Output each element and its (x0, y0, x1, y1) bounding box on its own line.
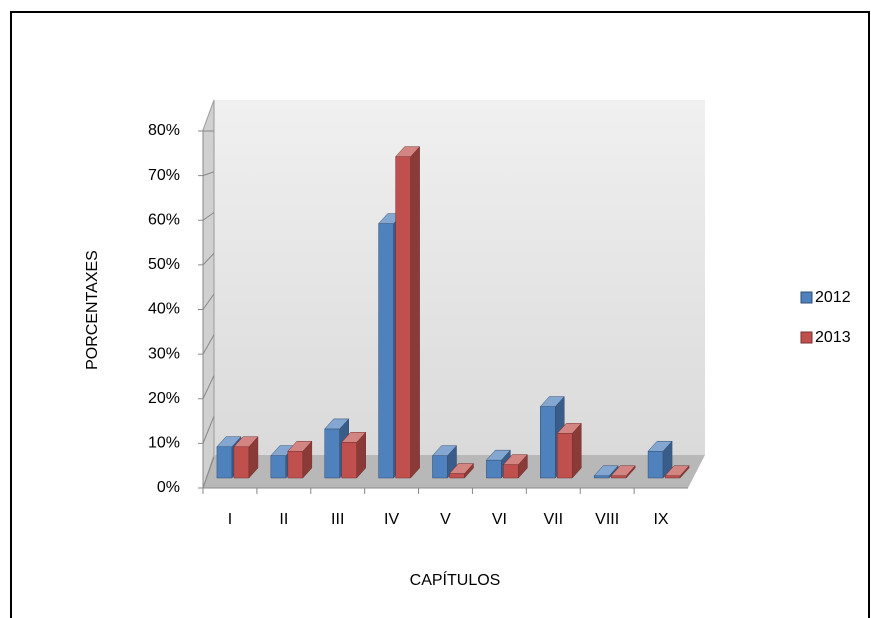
bar-face (540, 406, 556, 479)
y-tick-label: 30% (148, 345, 180, 362)
grid-line (202, 293, 215, 310)
x-tick-label: I (228, 511, 232, 528)
grid-line (202, 416, 215, 444)
bar (610, 465, 636, 479)
bar-face (287, 440, 313, 452)
bar-face (233, 436, 259, 448)
bar-face (216, 436, 242, 448)
x-axis-title: CAPÍTULOS (410, 570, 501, 589)
x-tick-label: II (279, 511, 288, 528)
y-tick-label: 0% (157, 479, 180, 496)
bar-face (324, 418, 350, 430)
bar-face (216, 446, 233, 479)
legend-swatch (800, 291, 813, 304)
bar-face (647, 450, 664, 479)
bar-face (378, 223, 394, 479)
bar (448, 462, 475, 479)
bar-face (647, 440, 673, 452)
bar-face (449, 473, 465, 479)
bar-face (593, 475, 610, 479)
bar-face (270, 455, 287, 479)
bar-face (664, 475, 681, 479)
grid-line (202, 171, 215, 177)
bar (341, 431, 367, 479)
bar-face (341, 442, 357, 479)
bar-face (448, 463, 475, 474)
bar-face (431, 445, 458, 456)
bar-face (610, 465, 636, 477)
bar-face (556, 423, 582, 434)
bar-face (324, 428, 340, 479)
y-tick-label: 60% (148, 211, 180, 228)
bar-face (502, 454, 528, 465)
x-tick-label: VII (543, 511, 563, 528)
bar-face (664, 465, 690, 477)
x-tick-label: V (440, 511, 451, 528)
x-tick-label: III (331, 511, 344, 528)
legend-swatch (800, 331, 813, 344)
grid-line (202, 375, 215, 399)
y-tick-label: 80% (148, 122, 180, 139)
bar (647, 440, 673, 479)
bar (502, 453, 528, 479)
bar-face (287, 450, 304, 479)
y-tick-label: 20% (148, 390, 180, 407)
bar (287, 440, 313, 479)
y-tick-label: 10% (148, 435, 180, 452)
grid-line (202, 456, 215, 489)
bar-face (593, 465, 619, 477)
legend-label: 2012 (815, 289, 851, 306)
bar-face (610, 475, 627, 479)
back-wall (214, 100, 705, 455)
bar-face (503, 464, 519, 479)
legend-label: 2013 (815, 329, 851, 346)
bar-face (485, 449, 511, 461)
frame (10, 11, 870, 618)
grid-line (202, 212, 215, 221)
bar (233, 436, 259, 479)
y-tick-label: 70% (148, 167, 180, 184)
y-axis-title: PORCENTAXES (84, 250, 101, 370)
grid-line (202, 252, 215, 266)
bar-face (395, 156, 411, 479)
bar-face (486, 459, 502, 479)
bar-face (557, 433, 573, 479)
bar-face (341, 432, 367, 443)
bar (556, 422, 582, 479)
x-tick-label: VIII (595, 511, 619, 528)
bar-face (432, 455, 448, 479)
bar (593, 465, 619, 479)
y-tick-label: 40% (148, 301, 180, 318)
x-tick-label: IX (653, 511, 668, 528)
bar-face (233, 446, 250, 479)
bar (664, 465, 690, 479)
x-tick-label: VI (492, 511, 507, 528)
bar-face (410, 146, 420, 479)
bar (395, 146, 421, 479)
bar-face (539, 396, 565, 407)
bar-face (395, 146, 421, 157)
y-tick-label: 50% (148, 256, 180, 273)
x-tick-label: IV (384, 511, 399, 528)
grid-line (202, 334, 215, 355)
